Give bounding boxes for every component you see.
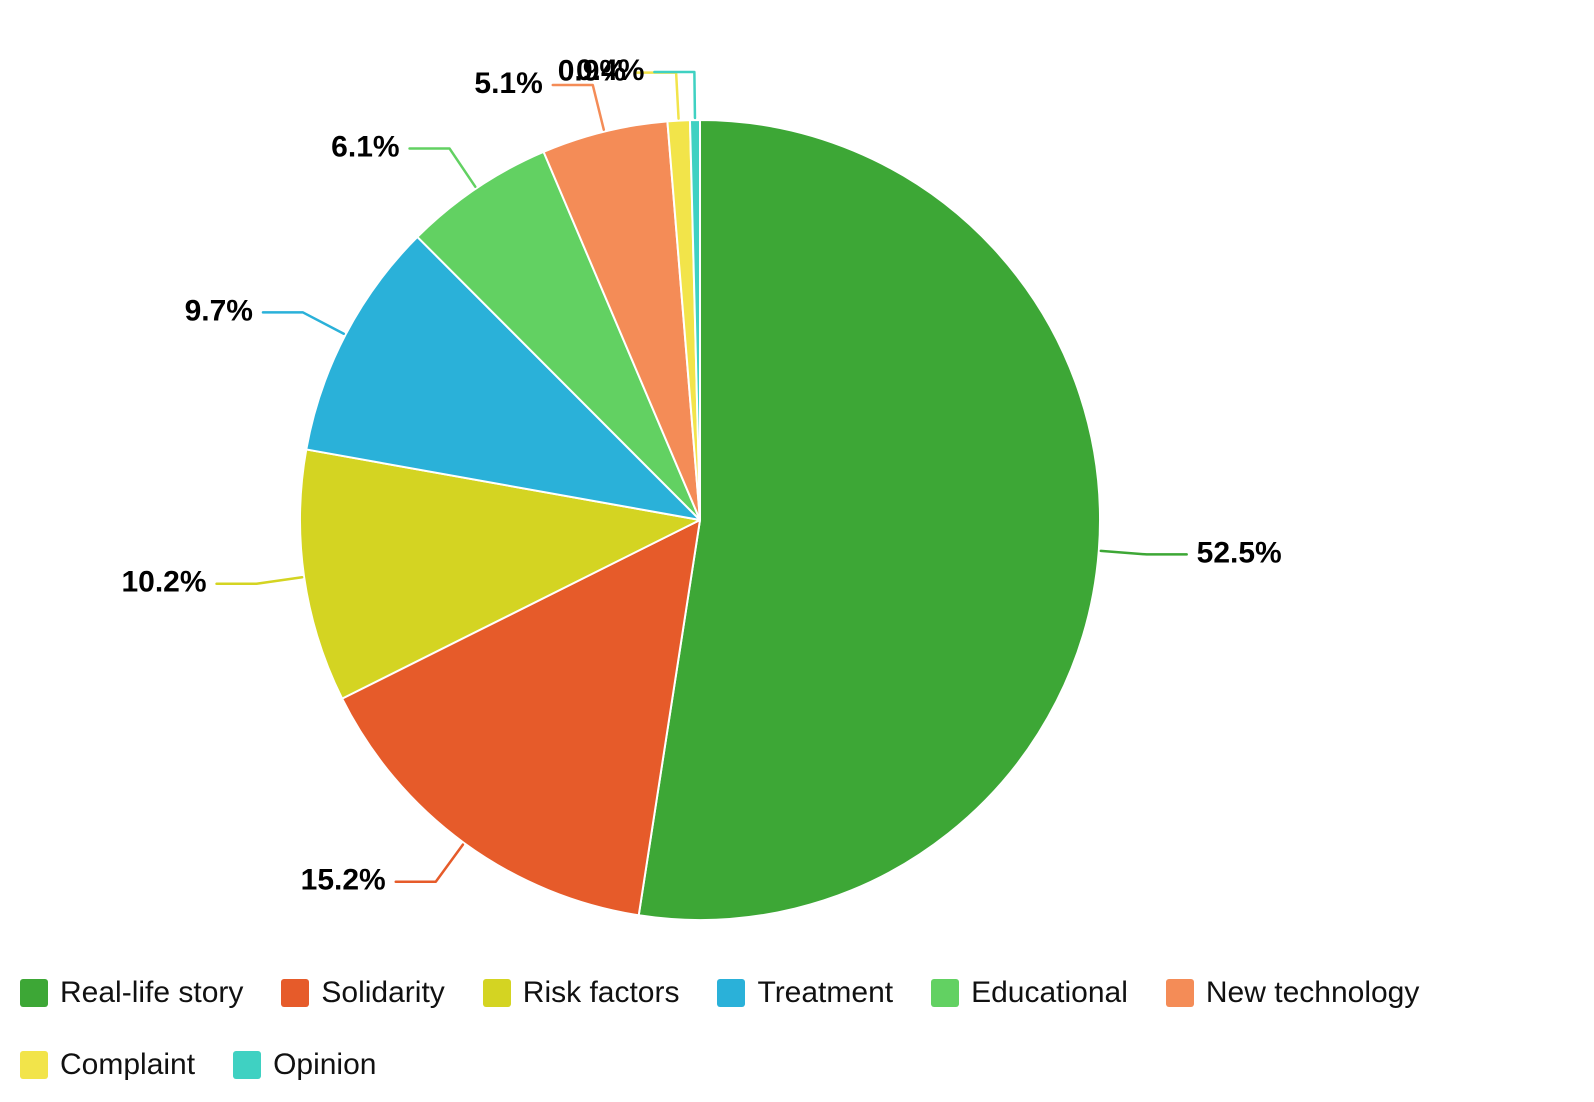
pie-chart-figure: 52.5%15.2%10.2%9.7%6.1%5.1%0.9%0.4% Real… xyxy=(0,0,1594,1102)
pie-slice xyxy=(639,120,1100,920)
slice-percent-label: 9.7% xyxy=(185,294,253,327)
slice-leader-line xyxy=(654,72,695,118)
legend-item: Treatment xyxy=(717,976,893,1010)
legend: Real-life story Solidarity Risk factors Tre… xyxy=(20,976,1560,1082)
legend-item: Solidarity xyxy=(281,976,444,1010)
legend-label: Opinion xyxy=(273,1048,376,1082)
legend-label: Real-life story xyxy=(60,976,243,1010)
slice-percent-label: 10.2% xyxy=(121,566,206,599)
slice-percent-label: 0.4% xyxy=(576,54,644,87)
slice-percent-label: 6.1% xyxy=(331,130,399,163)
legend-swatch xyxy=(20,979,48,1007)
slice-percent-label: 5.1% xyxy=(474,67,542,100)
legend-swatch xyxy=(717,979,745,1007)
slice-leader-line xyxy=(396,845,463,882)
legend-item: Complaint xyxy=(20,1048,195,1082)
legend-item: Educational xyxy=(931,976,1128,1010)
slice-leader-line xyxy=(410,149,476,187)
legend-swatch xyxy=(281,979,309,1007)
slice-percent-label: 52.5% xyxy=(1197,536,1282,569)
legend-swatch xyxy=(233,1051,261,1079)
legend-swatch xyxy=(20,1051,48,1079)
legend-swatch xyxy=(483,979,511,1007)
legend-label: Complaint xyxy=(60,1048,195,1082)
legend-swatch xyxy=(1166,979,1194,1007)
slice-leader-line xyxy=(553,85,604,130)
slice-leader-line xyxy=(263,312,344,333)
legend-item: Real-life story xyxy=(20,976,243,1010)
legend-item: Risk factors xyxy=(483,976,680,1010)
legend-item: Opinion xyxy=(233,1048,376,1082)
legend-label: Solidarity xyxy=(321,976,444,1010)
slice-leader-line xyxy=(1101,551,1187,555)
legend-label: New technology xyxy=(1206,976,1419,1010)
legend-item: New technology xyxy=(1166,976,1419,1010)
legend-label: Treatment xyxy=(757,976,893,1010)
slice-leader-line xyxy=(217,577,303,584)
slice-percent-label: 15.2% xyxy=(301,864,386,897)
legend-label: Educational xyxy=(971,976,1128,1010)
legend-label: Risk factors xyxy=(523,976,680,1010)
legend-swatch xyxy=(931,979,959,1007)
pie-chart-svg: 52.5%15.2%10.2%9.7%6.1%5.1%0.9%0.4% xyxy=(0,0,1594,1102)
